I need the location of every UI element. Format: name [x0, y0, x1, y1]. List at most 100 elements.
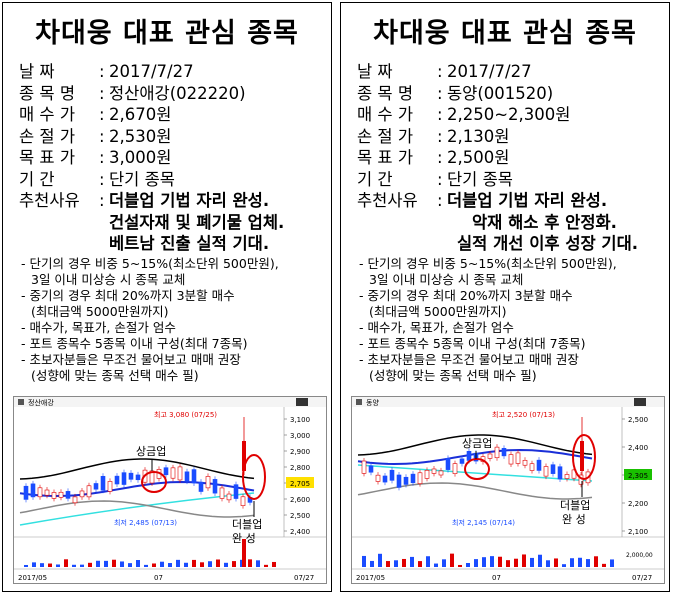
low-price-label: 최저 2,485 (07/13): [114, 518, 177, 527]
reason-line: 더블업 기법 자리 완성.: [447, 191, 608, 210]
y-tick-label: 2,400: [290, 528, 310, 536]
candle: [93, 483, 99, 490]
stock-card-1: 차대웅 대표 관심 종목 날 짜:2017/7/27 종 목 명: 정산애강(02…: [2, 2, 332, 592]
moving-average-line: [19, 500, 255, 518]
field-stop-loss: 손 절 가:2,530원: [19, 126, 172, 146]
volume-bar: [506, 560, 510, 567]
highlight-circle: [242, 454, 266, 500]
chart-tool-icon: [634, 398, 646, 406]
volume-bar: [216, 559, 220, 567]
volume-bar: [64, 559, 68, 567]
field-label: 종 목 명: [357, 83, 414, 103]
field-value: 단기 종목: [109, 169, 175, 189]
volume-bar: [466, 563, 470, 567]
volume-bar: [610, 559, 614, 567]
y-tick-label: 2,900: [290, 448, 310, 456]
volume-bar: [168, 563, 172, 567]
field-list: 날 짜:2017/7/27 종 목 명: 동양(001520) 매 수 가:2,2…: [357, 61, 638, 255]
field-label: 매 수 가: [357, 105, 414, 124]
candle: [121, 472, 127, 485]
reason-row: 추천사유: 더블업 기법 자리 완성.: [19, 191, 270, 210]
candle: [452, 463, 458, 474]
field-label: 날 짜: [19, 62, 55, 81]
x-axis-label: 07/27: [294, 574, 314, 582]
candle: [487, 453, 493, 459]
low-price-label: 최저 2,145 (07/14): [452, 518, 515, 527]
candle: [177, 466, 183, 481]
x-axis-label: 07/27: [632, 574, 652, 582]
candle: [65, 491, 71, 499]
y-tick-label: 2,500: [290, 512, 310, 520]
note-item: 3일 이내 미상승 시 종목 교체: [31, 272, 186, 287]
field-stop-loss: 손 절 가:2,130원: [357, 126, 510, 146]
candle: [438, 470, 444, 476]
chart-tool-icon: [296, 398, 308, 406]
volume-bar: [386, 561, 390, 567]
volume-bar: [378, 553, 382, 567]
volume-bar: [120, 561, 124, 567]
candle: [37, 487, 43, 498]
x-axis-label: 07: [492, 574, 501, 582]
current-price-tag: [286, 477, 314, 488]
field-value: 2,530원: [109, 126, 172, 146]
candle: [226, 493, 232, 501]
field-label: 기 간: [19, 169, 55, 189]
note-item: - 중기의 경우 최대 20%까지 3분할 매수: [21, 288, 235, 303]
field-label: 기 간: [357, 169, 393, 189]
field-label: 손 절 가: [19, 126, 76, 146]
candle: [431, 468, 437, 474]
y-tick-label: 2,705: [290, 480, 310, 488]
field-date: 날 짜:2017/7/27: [357, 62, 532, 81]
candle: [529, 463, 535, 471]
volume-bar: [80, 564, 84, 567]
candle: [58, 491, 64, 498]
y-tick-label: 2,600: [290, 496, 310, 504]
volume-bar: [586, 559, 590, 567]
candle: [72, 496, 78, 504]
moving-average-line: [357, 434, 593, 456]
field-value: 2,250~2,300원: [447, 105, 571, 124]
y-tick-label: 2,500: [628, 416, 648, 424]
volume-bar: [200, 562, 204, 567]
annotation-label: 상금업: [462, 437, 492, 450]
volume-bar: [40, 563, 44, 567]
candle: [445, 458, 451, 470]
candle: [459, 458, 465, 464]
candle: [163, 467, 169, 476]
volume-bar: [474, 559, 478, 567]
y-tick-label: 2,100: [628, 528, 648, 536]
chart-header: [14, 397, 326, 407]
note-item: (최대금액 5000만원까지): [31, 304, 169, 319]
note-item: 3일 이내 미상승 시 종목 교체: [369, 272, 524, 287]
candle: [135, 474, 141, 481]
volume-bar: [594, 556, 598, 567]
candle: [128, 472, 134, 480]
volume-bar: [554, 558, 558, 567]
volume-bar: [104, 560, 108, 567]
candle: [375, 474, 381, 482]
volume-bar: [144, 564, 148, 567]
candle: [86, 485, 92, 498]
volume-bar: [152, 563, 156, 567]
candle: [23, 485, 29, 500]
field-label: 날 짜: [357, 62, 393, 81]
y-tick-label: 2,800: [290, 464, 310, 472]
stock-card-2: 차대웅 대표 관심 종목 날 짜:2017/7/27 종 목 명: 동양(0015…: [340, 2, 670, 592]
x-axis-label: 2017/05: [18, 574, 47, 582]
chart-menu-icon: [356, 399, 362, 405]
reason-line: 실적 개선 이후 성장 기대.: [457, 234, 639, 253]
volume-bar: [482, 557, 486, 567]
volume-bar: [426, 556, 430, 567]
highlight-circle: [141, 471, 167, 493]
volume-bar: [96, 560, 100, 567]
volume-bar: [402, 558, 406, 567]
volume-bar: [248, 559, 252, 567]
annotation-label: 완 성: [562, 513, 586, 526]
candle: [396, 474, 402, 488]
candle: [191, 469, 197, 484]
field-value: 2,670원: [109, 105, 172, 124]
card-title: 차대웅 대표 관심 종목: [35, 18, 299, 49]
annotation-label: 더블업: [232, 518, 262, 531]
candle: [543, 466, 549, 477]
volume-bar: [128, 563, 132, 567]
